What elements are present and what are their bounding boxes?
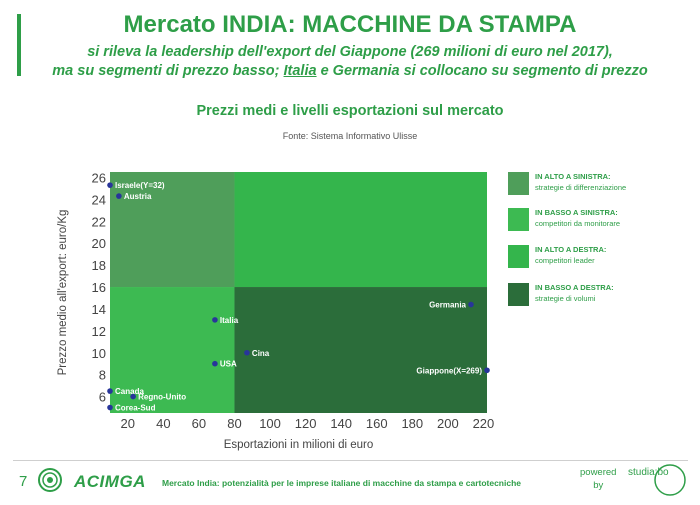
data-point-label: Cina: [252, 349, 270, 358]
y-tick-label: 20: [92, 236, 106, 251]
y-axis-label: Prezzo medio all'export: euro/Kg: [57, 210, 69, 376]
data-point: [484, 367, 490, 374]
subtitle-part: ma su segmenti di prezzo basso;: [52, 63, 284, 79]
y-tick-label: 26: [92, 170, 106, 185]
scatter-chart: 6 8 10 12 14 16 18 20 22 24 26 20 40 60 80 100 120 140 160…: [57, 170, 495, 451]
legend-title: IN ALTO A SINISTRA:: [535, 172, 611, 181]
quadrant-bottom-left: [110, 287, 235, 413]
x-tick-label: 140: [330, 416, 352, 431]
x-tick-label: 20: [121, 416, 135, 431]
legend-swatch: [508, 208, 529, 231]
legend-item: IN BASSO A SINISTRA: competitori da monit…: [508, 208, 698, 234]
subtitle-highlight: Italia: [283, 63, 317, 79]
data-point: [107, 388, 113, 394]
studiabo-logo: studia:bo: [628, 464, 686, 496]
legend-description: competitori leader: [535, 256, 595, 265]
page-number: 7: [19, 473, 28, 490]
data-point: [116, 193, 122, 199]
x-tick-label: 180: [401, 416, 423, 431]
legend-swatch: [508, 245, 529, 268]
x-tick-label: 40: [156, 416, 170, 431]
subtitle-part: e Germania si collocano su segmento di p…: [316, 63, 648, 79]
x-tick-label: 200: [437, 416, 459, 431]
legend-description: strategie di differenziazione: [535, 183, 627, 192]
legend-title: IN BASSO A SINISTRA:: [535, 208, 618, 217]
data-point-label: Regno-Unito: [138, 393, 186, 402]
y-tick-label: 22: [92, 214, 106, 229]
data-point: [468, 301, 474, 308]
page-title: Mercato INDIA: MACCHINE DA STAMPA: [123, 11, 577, 38]
y-tick-label: 18: [92, 258, 106, 273]
powered-label: powered: [580, 467, 617, 478]
data-point-label: Austria: [124, 192, 152, 201]
footer-text: Mercato India: potenzialità per le impre…: [162, 478, 522, 488]
legend-item: IN ALTO A SINISTRA: strategie di differen…: [508, 172, 698, 198]
page-subtitle-line2: ma su segmenti di prezzo basso; Italia e…: [0, 63, 700, 79]
footer-divider: [13, 460, 688, 461]
x-tick-label: 100: [259, 416, 281, 431]
y-tick-label: 14: [92, 302, 106, 317]
chart-title: Prezzi medi e livelli esportazioni sul m…: [196, 103, 504, 119]
data-point-label: Giappone(X=269): [416, 366, 482, 375]
studiabo-logo-text: studia:bo: [628, 467, 669, 478]
by-label: by: [593, 480, 604, 491]
data-point: [212, 360, 218, 367]
acimga-logo-text: ACIMGA: [74, 472, 146, 491]
legend-item: IN ALTO A DESTRA: competitori leader: [508, 245, 698, 271]
data-point: [107, 182, 113, 188]
title-accent-bar: [17, 14, 21, 76]
x-tick-label: 220: [473, 416, 495, 431]
data-point-label: USA: [220, 360, 237, 369]
data-point-label: Canada: [115, 387, 144, 396]
quadrant-bottom-right: [234, 287, 487, 413]
quadrant-top-left: [110, 172, 235, 288]
legend-title: IN ALTO A DESTRA:: [535, 245, 607, 254]
data-point-label: Corea-Sud: [115, 404, 156, 413]
legend-swatch: [508, 283, 529, 306]
x-tick-label: 80: [227, 416, 241, 431]
x-tick-label: 160: [366, 416, 388, 431]
data-point: [107, 404, 113, 411]
y-tick-label: 6: [99, 390, 106, 405]
x-tick-label: 120: [295, 416, 317, 431]
quadrant-top-right: [234, 172, 487, 288]
acimga-logo-icon: [38, 468, 62, 492]
legend-title: IN BASSO A DESTRA:: [535, 283, 614, 292]
y-tick-label: 12: [92, 324, 106, 339]
y-tick-label: 10: [92, 346, 106, 361]
y-tick-label: 16: [92, 280, 106, 295]
legend-item: IN BASSO A DESTRA: strategie di volumi: [508, 283, 698, 309]
legend-swatch: [508, 172, 529, 195]
data-point-label: Israele(Y=32): [115, 181, 165, 190]
chart-source: Fonte: Sistema Informativo Ulisse: [282, 131, 418, 141]
legend-description: competitori da monitorare: [535, 219, 621, 228]
data-point-label: Italia: [220, 316, 239, 325]
y-tick-label: 8: [99, 368, 106, 383]
data-point: [244, 349, 250, 356]
page-subtitle-line1: si rileva la leadership dell'export del …: [87, 44, 613, 60]
data-point: [212, 317, 218, 323]
legend-description: strategie di volumi: [535, 294, 596, 303]
data-point: [130, 393, 136, 400]
powered-by: powered by: [580, 466, 616, 492]
y-tick-label: 24: [92, 192, 106, 207]
x-axis-label: Esportazioni in milioni di euro: [224, 439, 374, 451]
x-tick-label: 60: [192, 416, 206, 431]
data-point-label: Germania: [429, 301, 466, 310]
